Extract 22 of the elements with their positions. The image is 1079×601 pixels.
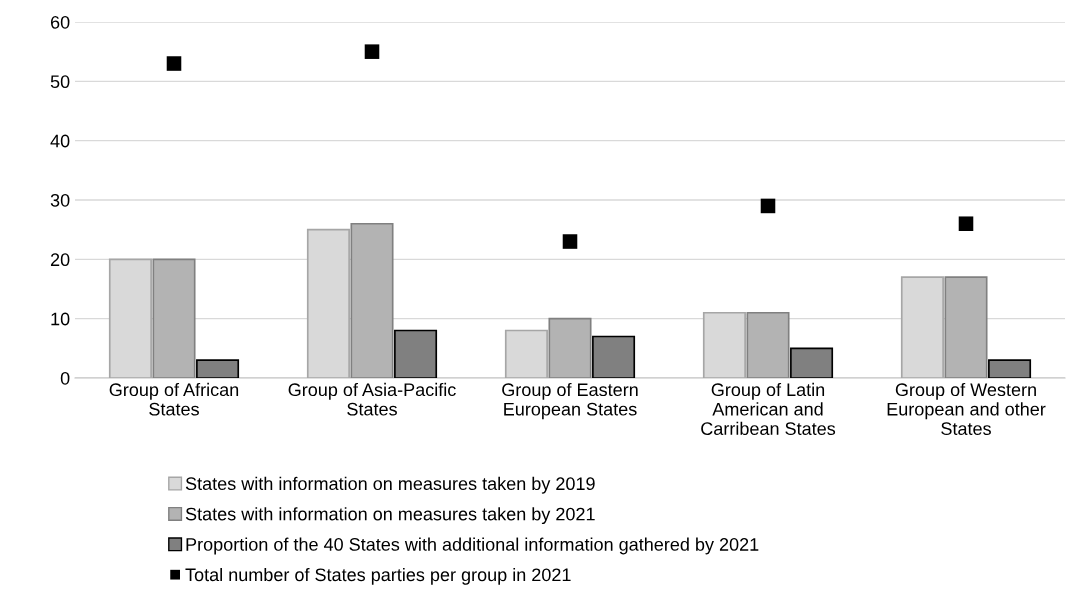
legend-label: States with information on measures taken by 2021	[185, 507, 595, 524]
x-tick-label: Group of Western European and other States	[887, 382, 1046, 436]
legend-label: Total number of States parties per group in 2021	[185, 567, 571, 585]
point	[562, 234, 578, 249]
y-tick-label: 30	[50, 193, 70, 207]
point	[760, 198, 776, 214]
point	[958, 216, 974, 232]
x-tick-label: Group of Eastern European States	[502, 382, 638, 420]
x-tick-label: Group of Latin American and Carribean States	[701, 382, 836, 436]
y-tick-label: 60	[50, 15, 70, 29]
legend-label: Proportion of the 40 States with additional information gathered by 2021	[186, 537, 759, 555]
point	[166, 56, 182, 71]
y-tick-label: 20	[50, 253, 70, 267]
x-tick-label: Group of Asia-Pacific States	[288, 382, 456, 416]
bar	[504, 329, 548, 378]
y-tick-label: 10	[51, 312, 70, 326]
x-tick-label: Group of African States	[109, 382, 239, 416]
y-tick-label: 0	[60, 371, 70, 385]
point	[364, 44, 380, 59]
legend-label: States with information on measures taken by 2019	[185, 476, 595, 494]
y-tick-label: 40	[50, 134, 70, 148]
y-tick-label: 50	[50, 75, 70, 89]
